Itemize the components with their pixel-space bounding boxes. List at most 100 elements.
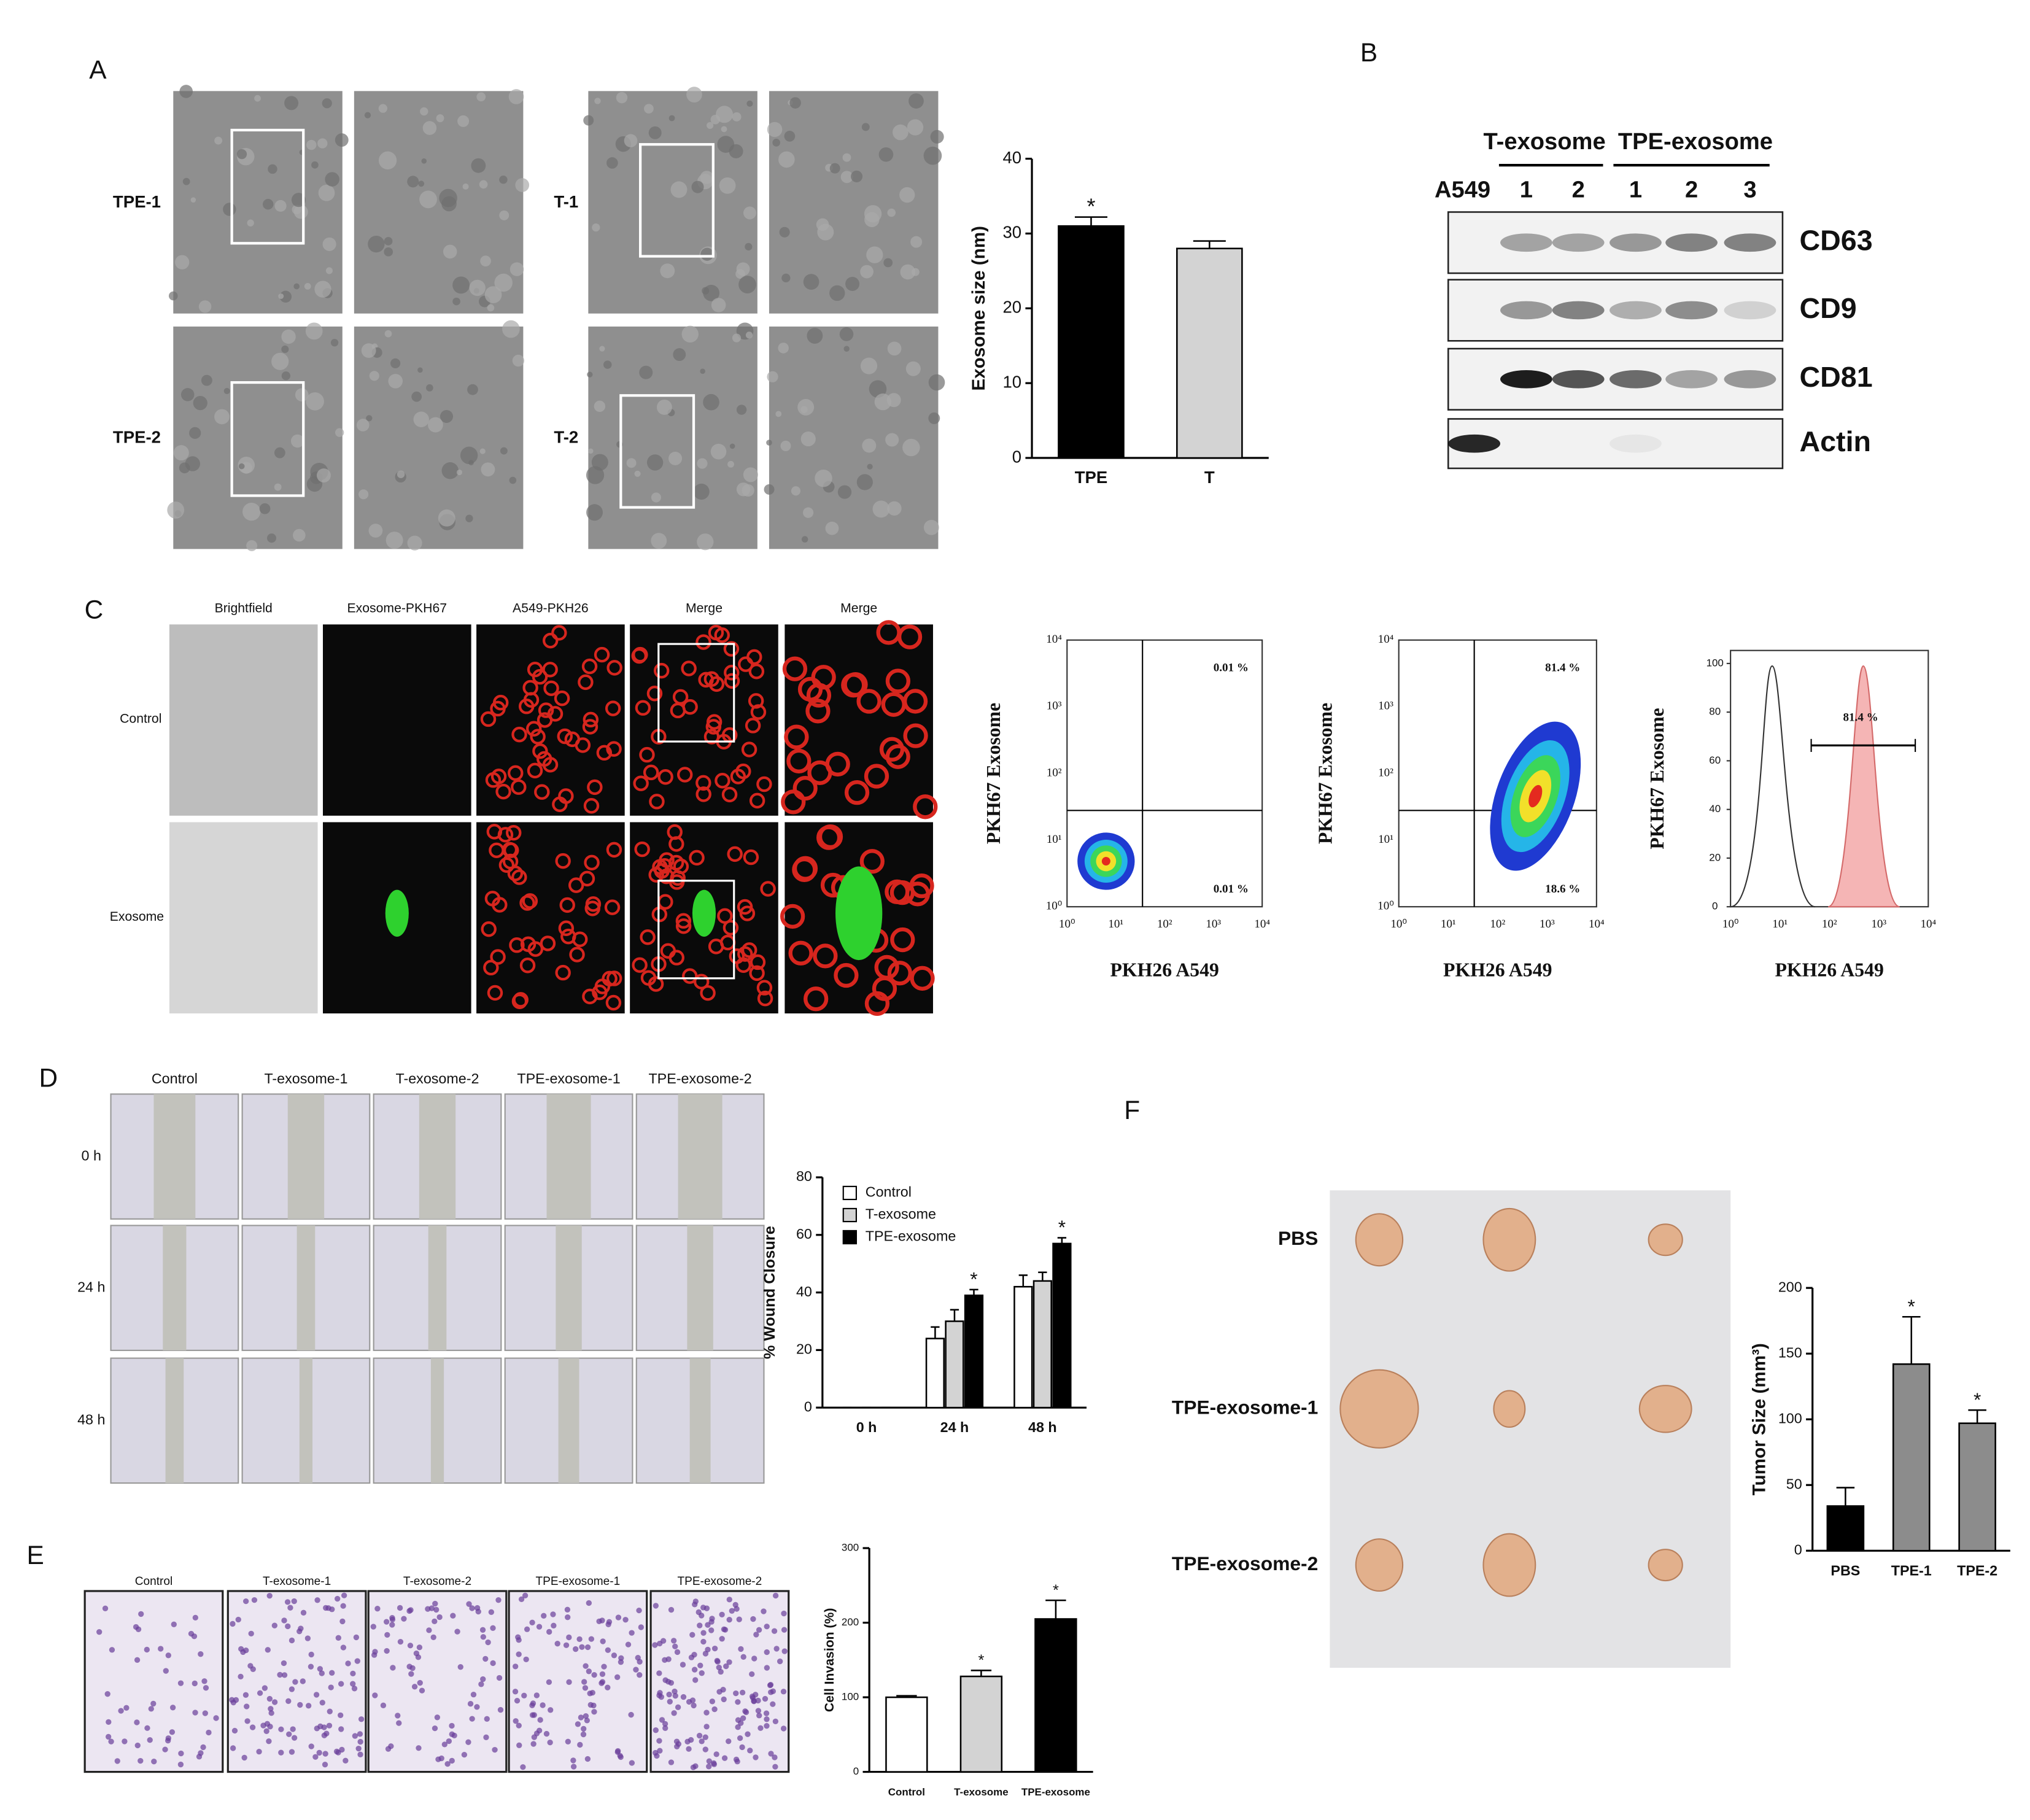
cell [596,1618,602,1625]
cell [696,1732,703,1739]
cell [518,698,535,714]
particle [238,463,245,470]
cell [213,1715,219,1721]
y-tick-label: 30 [1002,223,1021,242]
zoom-box [657,880,735,980]
cell [319,1670,325,1676]
legend-swatch [842,1185,857,1201]
cell [584,1756,591,1762]
cell [713,1751,719,1757]
cell [511,726,527,743]
cell [734,1606,740,1612]
band [1500,233,1552,252]
column-label: TPE-exosome-2 [678,1575,762,1588]
cell [729,1608,735,1614]
particle [487,304,495,312]
bar [1058,225,1125,459]
cell [772,1718,779,1725]
cell [413,1650,420,1657]
cell [692,1763,699,1769]
particle [322,98,332,109]
tumor [1482,1207,1536,1272]
particle [481,462,495,477]
cell [354,1658,360,1664]
micrograph [764,326,945,549]
cell [711,1706,718,1713]
particle [883,258,893,268]
particle [427,417,443,433]
x-tick-label: 10² [1822,918,1837,931]
x-tick-label: 10³ [1871,918,1886,931]
cell [543,680,559,697]
cell [384,1648,390,1654]
cell [502,842,518,858]
cell [764,1624,770,1630]
cell [565,1738,571,1744]
cell [313,1692,320,1698]
particle [829,163,840,174]
image-bg [169,822,318,1013]
cell [629,1630,635,1636]
cell [657,1640,663,1647]
particle [817,223,834,241]
cell [762,1695,769,1702]
wound-gap [163,1225,187,1350]
x-axis-label: PKH26 A549 [1110,959,1219,980]
cell [326,1722,333,1729]
cell [291,1598,297,1605]
cell [587,779,603,796]
cell [600,1638,606,1644]
cell [555,853,571,869]
fluorescence-image [322,822,471,1013]
particle [417,367,423,373]
y-tick-label: 20 [796,1341,812,1357]
cell [436,1614,443,1621]
cell [551,625,567,641]
particle [588,448,594,454]
particle [306,476,323,492]
particle [634,470,641,477]
particle [201,374,212,386]
bar [945,1320,964,1409]
cell [756,1713,762,1719]
cell [514,1697,521,1704]
particle [736,482,751,497]
particle [603,360,612,369]
micrograph-bg [354,91,524,314]
cell [306,1703,312,1709]
image-bg [169,624,318,816]
y-tick-label: 10¹ [1047,833,1062,846]
cell [780,1725,787,1732]
cell [357,1751,363,1757]
histogram-control [1730,665,1816,908]
cell [395,1713,401,1719]
particle [284,96,299,110]
cell [230,1699,236,1706]
particle [271,352,289,370]
particle [681,325,699,343]
cell [102,1605,109,1611]
particle [281,345,289,354]
particle [928,412,940,424]
y-tick-label: 100 [1778,1410,1802,1426]
wound-gap [296,1225,316,1350]
cell [761,1608,767,1614]
micrograph-bg [173,91,343,314]
cell [162,1746,168,1752]
cell [618,1655,624,1661]
cell [408,1671,414,1677]
cell [666,1691,672,1698]
particle [902,438,920,457]
exosome-signal [692,889,716,937]
cell [554,1641,560,1647]
y-tick-label: 10⁰ [1377,900,1394,913]
particle [887,501,902,516]
cell [335,1595,341,1602]
cell [555,964,571,981]
y-tick-label: 40 [1709,803,1721,815]
particle [660,263,675,279]
wound-gap [556,1225,582,1350]
cell [637,1659,643,1665]
cell [740,1715,746,1721]
cell [675,1741,682,1747]
